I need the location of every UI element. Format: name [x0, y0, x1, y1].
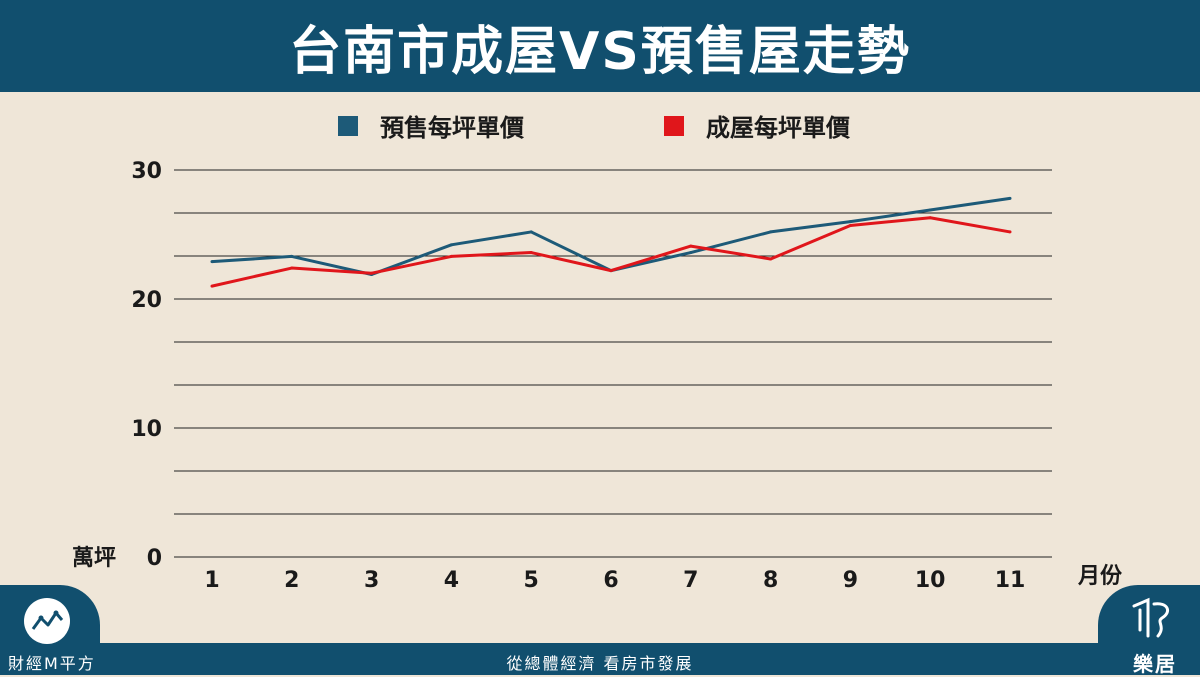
y-tick-label: 10 — [131, 417, 162, 442]
data-point — [689, 244, 693, 248]
x-tick-label: 6 — [603, 568, 618, 593]
x-tick-label: 10 — [915, 568, 946, 593]
footer-brand-right: 樂居 — [1133, 652, 1177, 676]
chart-title: 台南市成屋VS預售屋走勢 — [289, 21, 911, 82]
legend-label-presale: 預售每坪單價 — [380, 114, 524, 142]
x-axis-label: 月份 — [1077, 564, 1123, 589]
data-point — [848, 220, 852, 224]
chart-legend: 預售每坪單價 成屋每坪單價 — [0, 108, 1200, 143]
data-point — [689, 251, 693, 255]
x-tick-label: 3 — [364, 568, 379, 593]
data-point — [290, 254, 294, 258]
data-point — [210, 284, 214, 288]
data-point — [1008, 230, 1012, 234]
data-point — [848, 223, 852, 227]
x-tick-label: 11 — [995, 568, 1026, 593]
data-point — [769, 230, 773, 234]
data-point — [1008, 196, 1012, 200]
data-point — [928, 208, 932, 212]
footer-slogan: 從總體經濟 看房市發展 — [506, 654, 694, 673]
legend-item-completed: 成屋每坪單價 — [664, 108, 850, 143]
data-point — [210, 260, 214, 264]
data-point — [928, 216, 932, 220]
x-tick-label: 9 — [843, 568, 858, 593]
y-tick-label: 0 — [147, 546, 162, 571]
legend-swatch-presale — [338, 115, 358, 136]
x-tick-label: 5 — [524, 568, 539, 593]
x-tick-label: 8 — [763, 568, 778, 593]
data-point — [529, 251, 533, 255]
series-line-completed — [211, 216, 1011, 288]
footer-brand-left: 財經M平方 — [8, 654, 96, 673]
legend-label-completed: 成屋每坪單價 — [706, 114, 850, 142]
data-point — [449, 243, 453, 247]
x-tick-label: 2 — [284, 568, 299, 593]
y-axis-label: 萬坪 — [72, 546, 116, 571]
data-point — [609, 269, 613, 273]
x-tick-label: 7 — [683, 568, 698, 593]
chart-trend-logo-icon — [24, 598, 70, 644]
legend-swatch-completed — [664, 115, 684, 136]
x-tick-label: 4 — [444, 568, 459, 593]
footer-bar — [0, 643, 1200, 675]
data-point — [370, 271, 374, 275]
data-point — [449, 254, 453, 258]
house-logo-icon — [1128, 596, 1178, 640]
y-tick-label: 30 — [131, 159, 162, 184]
data-point — [290, 266, 294, 270]
title-banner: 台南市成屋VS預售屋走勢 — [0, 0, 1200, 92]
data-point — [529, 230, 533, 234]
x-tick-label: 1 — [204, 568, 219, 593]
legend-item-presale: 預售每坪單價 — [338, 108, 524, 143]
y-tick-label: 20 — [131, 288, 162, 313]
data-point — [769, 257, 773, 261]
series-line-presale — [211, 196, 1011, 276]
